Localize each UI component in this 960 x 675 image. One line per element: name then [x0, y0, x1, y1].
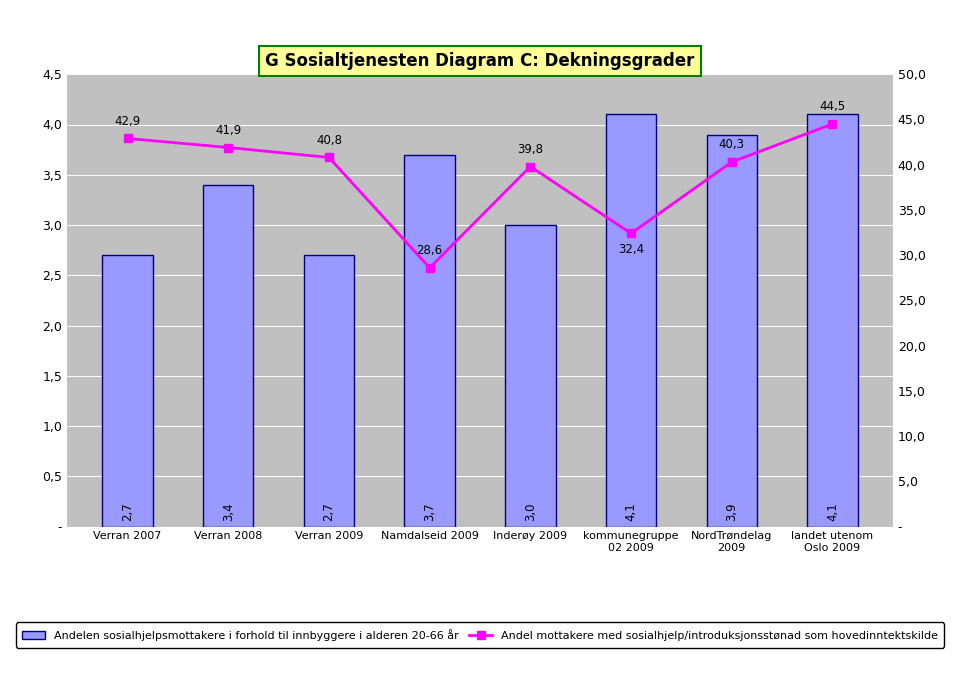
Bar [606, 115, 657, 526]
Legend: Andelen sosialhjelpsmottakere i forhold til innbyggere i alderen 20-66 år, Andel: Andelen sosialhjelpsmottakere i forhold … [15, 622, 945, 647]
Bar [404, 155, 455, 526]
Title: G Sosialtjenesten Diagram C: Dekningsgrader: G Sosialtjenesten Diagram C: Dekningsgra… [265, 52, 695, 70]
Text: 3,4: 3,4 [222, 503, 235, 522]
Bar [807, 115, 857, 526]
Text: 4,1: 4,1 [826, 503, 839, 522]
Bar [204, 185, 253, 526]
Text: 39,8: 39,8 [517, 142, 543, 156]
Text: 28,6: 28,6 [417, 244, 443, 257]
Text: 4,1: 4,1 [625, 503, 637, 522]
Text: 3,7: 3,7 [423, 503, 436, 522]
Text: 3,9: 3,9 [725, 503, 738, 522]
Bar [103, 255, 153, 526]
Text: 2,7: 2,7 [323, 503, 335, 522]
Text: 40,3: 40,3 [719, 138, 745, 151]
Text: 3,0: 3,0 [524, 503, 537, 522]
Text: 2,7: 2,7 [121, 503, 134, 522]
Text: 44,5: 44,5 [819, 100, 846, 113]
Text: 32,4: 32,4 [618, 243, 644, 256]
Text: 42,9: 42,9 [114, 115, 141, 128]
Text: 40,8: 40,8 [316, 134, 342, 146]
Bar [707, 134, 756, 526]
Bar [505, 225, 556, 526]
Bar [303, 255, 354, 526]
Text: 41,9: 41,9 [215, 124, 241, 136]
